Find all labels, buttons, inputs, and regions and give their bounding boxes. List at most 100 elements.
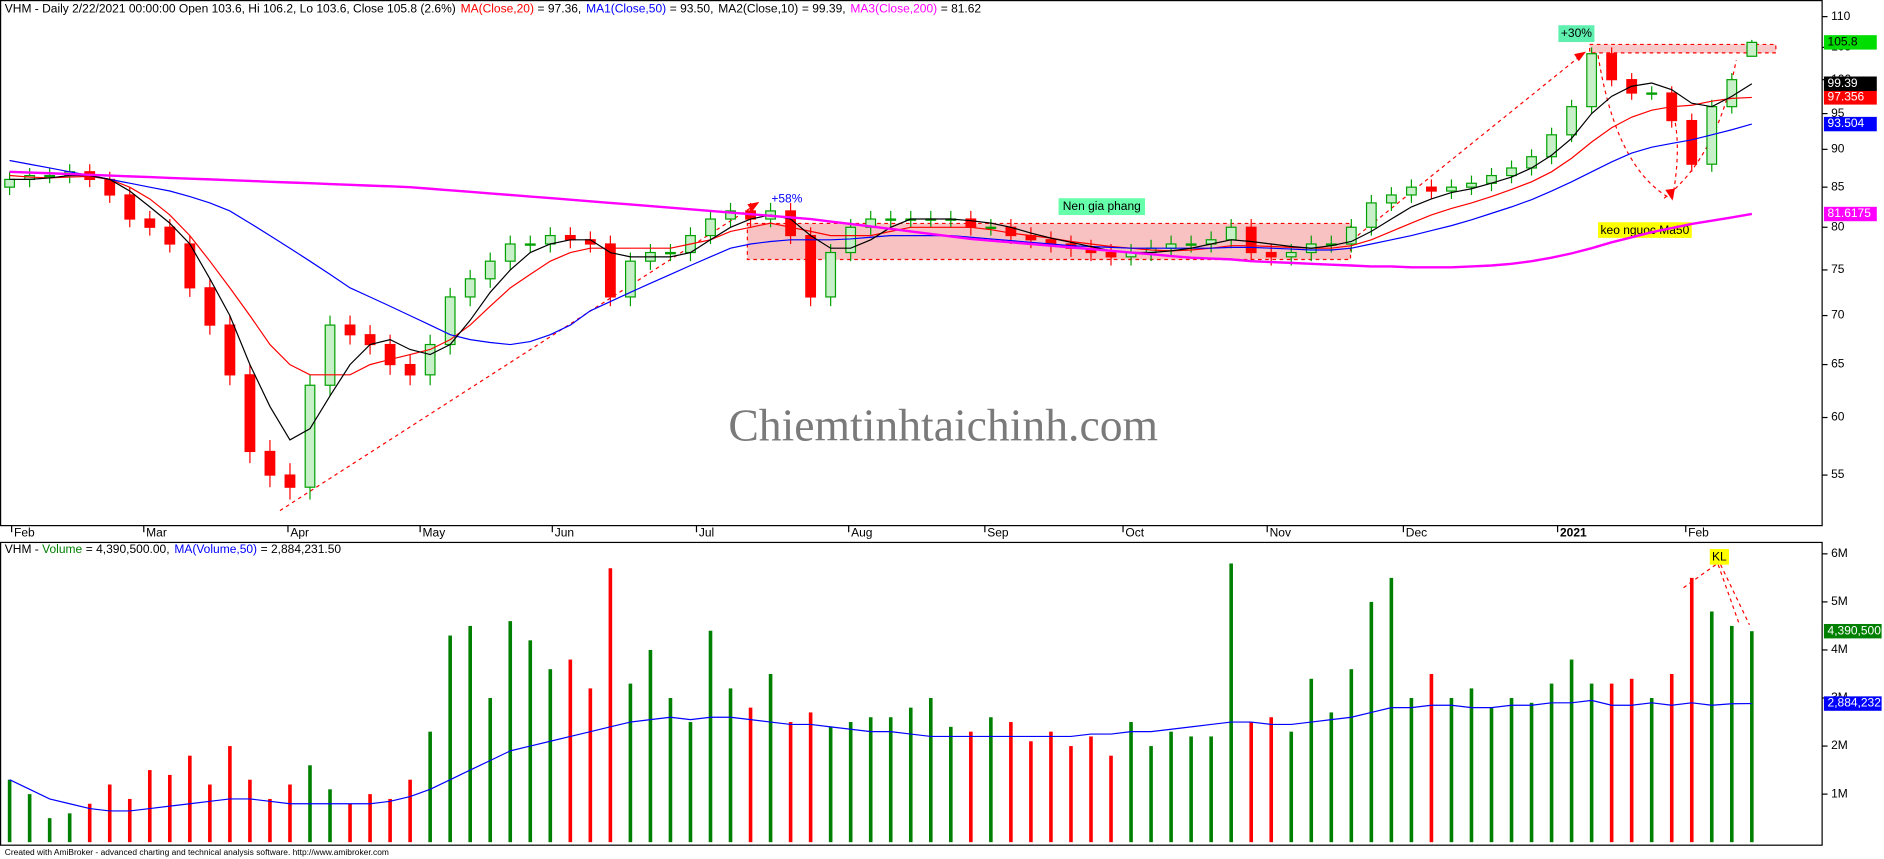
candle-body (204, 287, 216, 326)
volume-bar (1429, 673, 1434, 843)
y-tick-label: 4M (1831, 642, 1848, 656)
candle-body (845, 226, 857, 254)
volume-bar (788, 722, 793, 843)
value-marker-label: 81.6175 (1828, 206, 1872, 220)
y-tick-label: 65 (1831, 357, 1845, 371)
volume-bar (1089, 736, 1093, 843)
volume-bar (67, 813, 72, 843)
candle-body (124, 194, 136, 220)
volume-bar (1469, 688, 1474, 843)
watermark: Chiemtinhtaichinh.com (728, 400, 1158, 451)
volume-bar (27, 794, 32, 843)
candle-body (1245, 226, 1257, 254)
candle-body (264, 450, 276, 476)
x-tick-label: 2021 (1560, 526, 1587, 540)
value-marker (1823, 76, 1877, 91)
y-tick-label: 95 (1831, 106, 1845, 120)
volume-bar (1489, 707, 1494, 843)
value-marker (1823, 623, 1882, 639)
y-tick-label: 90 (1831, 142, 1845, 156)
candle-body (1225, 226, 1237, 241)
volume-bar (1609, 683, 1614, 843)
legend-entry: MA(Close,20) (461, 2, 534, 16)
value-marker-label: 2,884,232 (1828, 696, 1882, 710)
candle-body (1646, 92, 1658, 95)
volume-bar (1109, 755, 1113, 843)
value-marker (1823, 35, 1877, 50)
volume-bar (1269, 717, 1274, 843)
value-marker (1823, 116, 1877, 132)
annotation-box (1558, 25, 1595, 43)
candle-body (1385, 194, 1397, 204)
volume-bar (568, 659, 573, 843)
volume-bar (1329, 712, 1334, 843)
candle-body (344, 324, 356, 336)
volume-bar (1589, 683, 1594, 843)
volume-bar (1289, 731, 1294, 843)
candle-body (44, 174, 56, 178)
volume-bar (989, 717, 993, 843)
volume-bar (228, 746, 232, 843)
legend-value: = 4,390,500.00, (86, 542, 170, 556)
volume-bar (888, 717, 893, 843)
volume-bar (1669, 673, 1674, 843)
candle-body (825, 251, 837, 298)
candle-body (1546, 134, 1557, 158)
price-header: VHM - Daily 2/22/2021 00:00:00 Open 103.… (5, 2, 982, 16)
volume-bar (1509, 698, 1514, 843)
candle-body (244, 374, 256, 453)
header-title: VHM - Daily 2/22/2021 00:00:00 Open 103.… (5, 2, 456, 16)
volume-bar (388, 798, 392, 843)
volume-bar (1349, 669, 1354, 843)
volume-bar (1569, 659, 1574, 843)
annotation: KL (1712, 550, 1727, 564)
annotation-box (1058, 198, 1146, 216)
legend-entry: Volume (42, 542, 82, 556)
x-tick-label: Dec (1406, 526, 1427, 540)
x-tick-label: Nov (1270, 526, 1291, 540)
volume-bar (107, 784, 112, 843)
candle-body (524, 243, 536, 246)
candle-body (1506, 167, 1517, 177)
candle-body (424, 343, 436, 376)
x-tick-label: Mar (146, 526, 167, 540)
volume-bar (828, 726, 833, 843)
legend-value: = 99.39, (802, 2, 846, 16)
candle-body (564, 234, 576, 241)
volume-bar (1369, 601, 1374, 843)
candle-body (1446, 186, 1457, 192)
volume-bar (87, 803, 92, 843)
legend-value: = 97.36, (538, 2, 582, 16)
candle-body (404, 363, 416, 376)
candle-body (1586, 53, 1598, 108)
candle-body (1105, 251, 1117, 258)
value-marker-label: 93.504 (1828, 116, 1865, 130)
legend-entry: MA2(Close,10) (718, 2, 798, 16)
volume-bar (588, 688, 593, 843)
volume-bar (448, 635, 452, 843)
candle-body (304, 384, 316, 488)
x-tick-label: Oct (1125, 526, 1144, 540)
volume-bar (1309, 678, 1314, 843)
legend-entry: MA1(Close,50) (586, 2, 666, 16)
volume-bar (1009, 722, 1013, 843)
volume-bar (628, 683, 633, 843)
candle-body (1345, 226, 1357, 245)
volume-bar (1549, 683, 1554, 843)
volume-bar (468, 625, 473, 843)
volume-bar (348, 803, 352, 843)
candle-body (224, 324, 236, 376)
legend-entry: MA(Volume,50) (174, 542, 257, 556)
header-title: VHM - (5, 542, 42, 556)
volume-bar (168, 774, 172, 843)
y-tick-label: 55 (1831, 467, 1845, 481)
volume-bar (328, 789, 332, 843)
x-tick-label: May (423, 526, 446, 540)
ma-line (9, 123, 1752, 346)
candle-body (604, 243, 616, 298)
legend-value: = 2,884,231.50 (261, 542, 342, 556)
candle-body (1405, 186, 1417, 196)
volume-bar (708, 630, 713, 843)
candle-body (4, 178, 16, 188)
y-tick-label: 70 (1831, 308, 1845, 322)
